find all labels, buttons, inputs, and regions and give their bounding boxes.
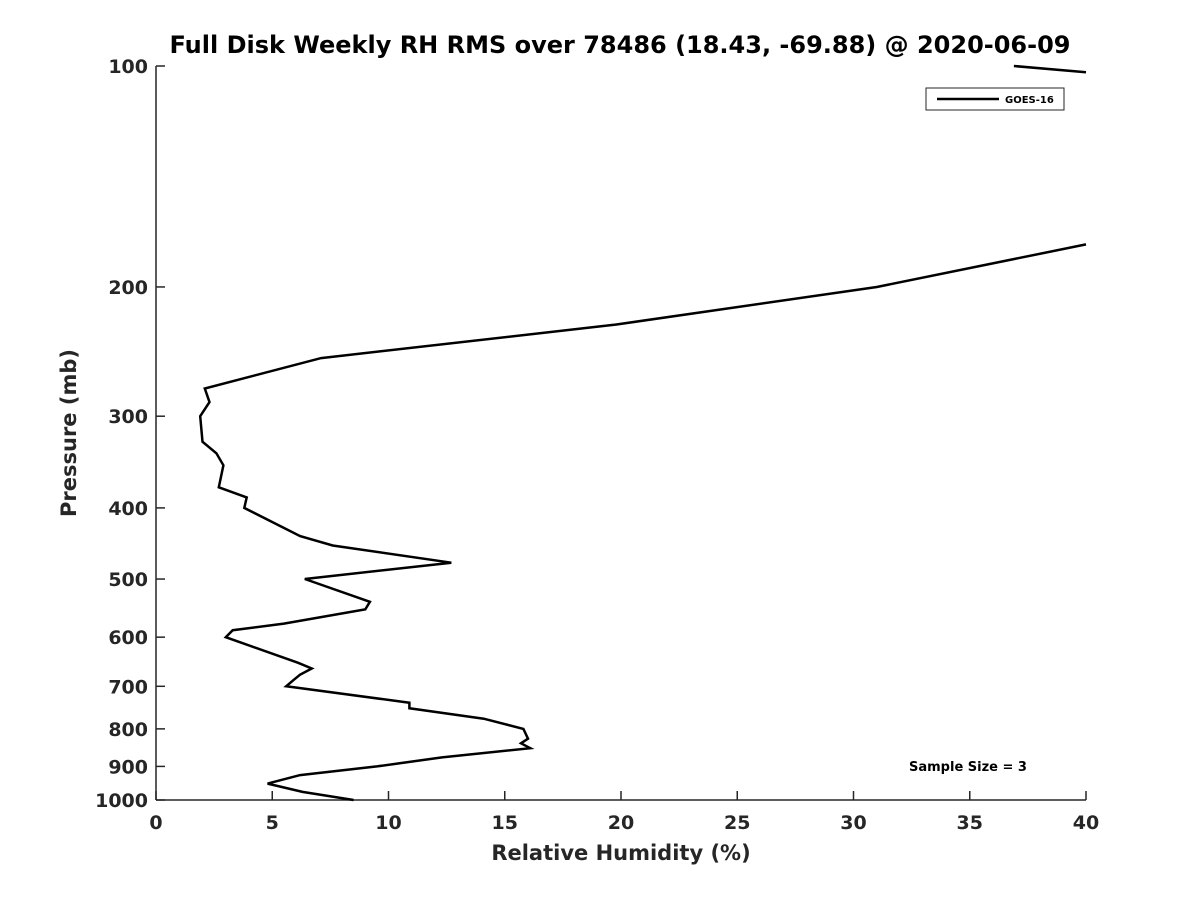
y-tick-label: 100 [108,56,148,78]
chart-title: Full Disk Weekly RH RMS over 78486 (18.4… [169,31,1070,59]
y-tick-label: 400 [108,498,148,520]
legend: GOES-16 [925,87,1065,111]
series-line-goes-16-top-segment [1013,64,1087,74]
y-axis-label: Pressure (mb) [57,349,81,517]
y-tick-label: 200 [108,277,148,299]
x-tick-label: 35 [957,812,983,834]
legend-label: GOES-16 [1005,95,1054,106]
x-tick-label: 5 [266,812,279,834]
x-tick-label: 30 [840,812,866,834]
y-tick-label: 1000 [95,790,148,812]
y-tick-label: 600 [108,627,148,649]
x-tick-label: 10 [375,812,401,834]
y-tick-label: 800 [108,719,148,741]
series-layer [198,64,1087,802]
x-tick-label: 0 [149,812,162,834]
x-tick-label: 20 [608,812,634,834]
y-tick-label: 500 [108,569,148,591]
series-line-goes-16 [198,243,1087,802]
y-tick-label: 300 [108,406,148,428]
x-axis-label: Relative Humidity (%) [491,841,750,865]
plot-frame [155,66,1086,801]
x-tick-label: 25 [724,812,750,834]
y-axis-ticks: 100 200 300 400 500 600 700 800 900 1000 [95,56,165,812]
x-tick-label: 15 [492,812,518,834]
y-tick-label: 900 [108,756,148,778]
x-tick-label: 40 [1073,812,1099,834]
x-axis-ticks: 0 5 10 15 20 25 30 35 40 [149,791,1099,834]
sample-size-annotation: Sample Size = 3 [909,760,1027,775]
y-tick-label: 700 [108,676,148,698]
